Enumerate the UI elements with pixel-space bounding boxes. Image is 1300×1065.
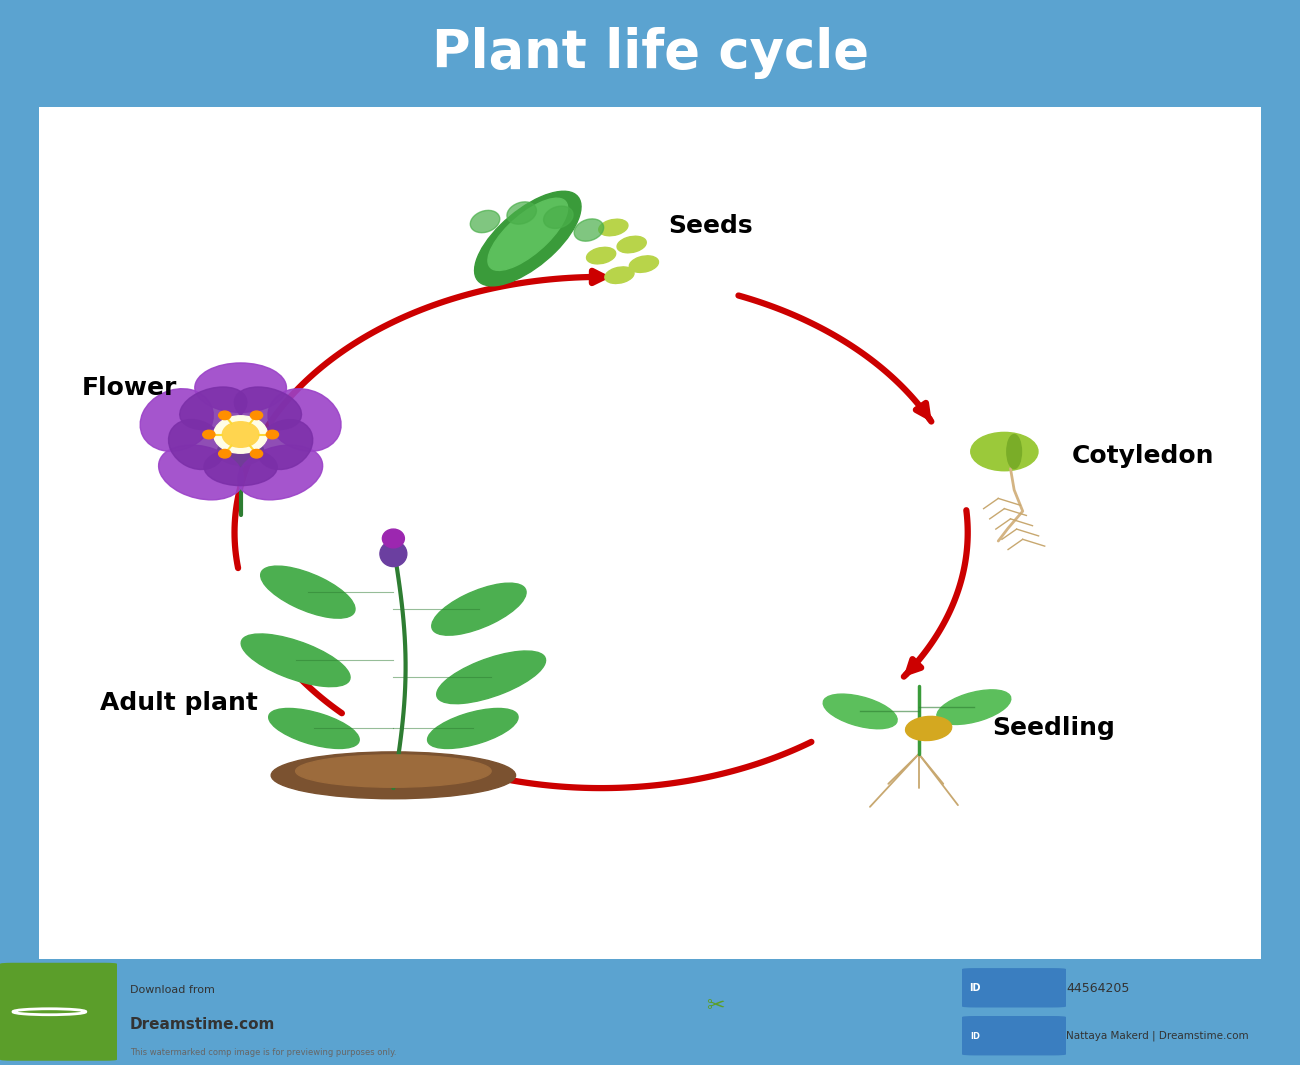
Ellipse shape: [599, 219, 628, 235]
Text: ✂: ✂: [706, 997, 724, 1016]
Ellipse shape: [217, 438, 264, 465]
Ellipse shape: [437, 651, 546, 704]
Text: Plant life cycle: Plant life cycle: [432, 27, 868, 79]
Ellipse shape: [269, 708, 359, 749]
Ellipse shape: [937, 690, 1011, 724]
Ellipse shape: [906, 717, 952, 740]
Ellipse shape: [432, 584, 526, 635]
Ellipse shape: [204, 448, 277, 486]
Text: ID: ID: [970, 1032, 980, 1041]
FancyBboxPatch shape: [962, 968, 1066, 1007]
Text: Seedling: Seedling: [992, 717, 1115, 740]
Ellipse shape: [238, 445, 322, 499]
Ellipse shape: [261, 567, 355, 618]
Text: Dreamstime.com: Dreamstime.com: [130, 1017, 276, 1032]
Ellipse shape: [382, 529, 404, 547]
Ellipse shape: [428, 708, 519, 749]
FancyBboxPatch shape: [0, 963, 117, 1061]
Ellipse shape: [159, 445, 243, 499]
Circle shape: [251, 449, 263, 458]
Ellipse shape: [242, 634, 350, 687]
Ellipse shape: [169, 420, 225, 470]
Circle shape: [222, 422, 259, 447]
Ellipse shape: [1006, 435, 1022, 469]
Ellipse shape: [272, 752, 516, 799]
Ellipse shape: [179, 387, 247, 429]
Ellipse shape: [471, 211, 499, 232]
Circle shape: [203, 430, 215, 439]
Circle shape: [251, 411, 263, 420]
Ellipse shape: [195, 363, 286, 412]
Ellipse shape: [380, 541, 407, 567]
Circle shape: [218, 411, 231, 420]
Text: 44564205: 44564205: [1066, 982, 1130, 995]
Ellipse shape: [507, 202, 537, 224]
Ellipse shape: [257, 420, 313, 470]
Text: Download from: Download from: [130, 985, 214, 996]
Circle shape: [218, 449, 231, 458]
Ellipse shape: [234, 387, 302, 429]
Ellipse shape: [629, 256, 659, 273]
Text: This watermarked comp image is for previewing purposes only.: This watermarked comp image is for previ…: [130, 1048, 396, 1056]
Ellipse shape: [140, 389, 213, 452]
Text: Adult plant: Adult plant: [100, 691, 257, 715]
Ellipse shape: [543, 207, 573, 228]
Ellipse shape: [268, 389, 341, 452]
Text: Cotyledon: Cotyledon: [1071, 444, 1214, 468]
Ellipse shape: [295, 755, 491, 787]
FancyBboxPatch shape: [14, 89, 1286, 976]
Ellipse shape: [618, 236, 646, 252]
Text: ID: ID: [970, 983, 980, 994]
Ellipse shape: [823, 694, 897, 728]
Ellipse shape: [586, 247, 616, 264]
Ellipse shape: [971, 432, 1037, 471]
Ellipse shape: [604, 267, 634, 283]
Circle shape: [266, 430, 278, 439]
Ellipse shape: [575, 219, 603, 241]
Circle shape: [213, 415, 268, 454]
Text: Flower: Flower: [82, 376, 177, 399]
Text: Nattaya Makerd | Dreamstime.com: Nattaya Makerd | Dreamstime.com: [1066, 1031, 1248, 1042]
FancyBboxPatch shape: [962, 1016, 1066, 1055]
Text: Seeds: Seeds: [668, 214, 753, 237]
Ellipse shape: [474, 192, 581, 285]
Ellipse shape: [488, 198, 568, 271]
